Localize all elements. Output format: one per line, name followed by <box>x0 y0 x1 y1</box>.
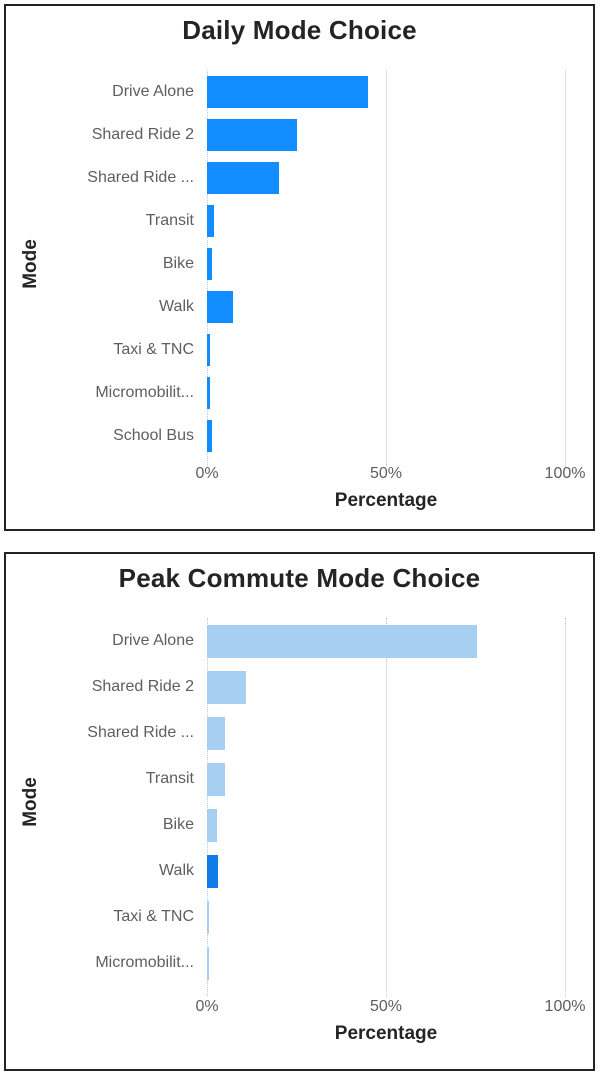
category-label: Shared Ride ... <box>87 168 194 186</box>
bar-transit[interactable] <box>207 762 225 796</box>
x-axis-ticks: 0% 50% 100% <box>195 998 593 1020</box>
category-label: Drive Alone <box>112 632 194 649</box>
chart-card-daily-mode-choice: Daily Mode Choice Mode Drive Alone Shared… <box>4 4 595 531</box>
chart-title: Daily Mode Choice <box>182 15 417 45</box>
chart-card-peak-commute-mode-choice: Peak Commute Mode Choice Mode Drive Alon… <box>4 552 595 1071</box>
bar-track <box>207 854 593 888</box>
bar-rows: Drive Alone Shared Ride 2 Shared Ride ... T… <box>6 70 593 457</box>
bar-row: Shared Ride ... <box>6 156 593 199</box>
bar-track <box>207 118 593 151</box>
chart-plot-area: Mode Drive Alone Shared Ride 2 Shared Ride… <box>6 618 593 1045</box>
bar-micromobilit[interactable] <box>207 376 210 409</box>
bar-row: Micromobilit... <box>6 371 593 414</box>
bar-track <box>207 75 593 108</box>
category-label: Shared Ride 2 <box>91 678 194 695</box>
bar-track <box>207 762 593 796</box>
bar-row: Drive Alone <box>6 70 593 113</box>
bar-track <box>207 946 593 980</box>
bar-track <box>207 808 593 842</box>
bar-shared-ride[interactable] <box>207 716 225 750</box>
bar-taxi-tnc[interactable] <box>207 333 211 366</box>
category-label: Micromobilit... <box>95 954 194 971</box>
bar-row: Shared Ride 2 <box>6 113 593 156</box>
category-label: School Bus <box>113 426 194 444</box>
x-axis-ticks: 0% 50% 100% <box>195 465 593 487</box>
bar-track <box>207 900 593 934</box>
x-tick-label: 50% <box>369 998 403 1015</box>
bar-row: Walk <box>6 848 593 894</box>
x-tick-label: 0% <box>195 465 219 482</box>
category-label: Drive Alone <box>112 82 194 100</box>
bar-row: Transit <box>6 756 593 802</box>
bar-rows: Drive Alone Shared Ride 2 Shared Ride ... T… <box>6 618 593 986</box>
bar-shared-ride[interactable] <box>207 161 279 194</box>
bar-row: Drive Alone <box>6 618 593 664</box>
category-label: Micromobilit... <box>95 383 194 401</box>
bar-row: Micromobilit... <box>6 940 593 986</box>
bar-bike[interactable] <box>207 808 218 842</box>
bar-walk[interactable] <box>207 290 233 323</box>
bar-drive-alone[interactable] <box>207 75 369 108</box>
bar-row: Taxi & TNC <box>6 328 593 371</box>
bar-row: Bike <box>6 802 593 848</box>
bar-track <box>207 204 593 237</box>
bar-track <box>207 670 593 704</box>
bar-track <box>207 161 593 194</box>
category-label: Shared Ride ... <box>87 724 194 741</box>
bar-track <box>207 716 593 750</box>
bar-row: Bike <box>6 242 593 285</box>
bar-track <box>207 290 593 323</box>
category-label: Walk <box>159 862 194 879</box>
bar-row: Walk <box>6 285 593 328</box>
chart-title: Peak Commute Mode Choice <box>118 563 481 593</box>
bar-track <box>207 624 593 658</box>
x-tick-label: 50% <box>369 465 403 482</box>
category-label: Shared Ride 2 <box>91 125 194 143</box>
category-label: Bike <box>162 816 194 833</box>
x-tick-label: 100% <box>544 998 586 1015</box>
bar-row: Shared Ride 2 <box>6 664 593 710</box>
bar-bike[interactable] <box>207 247 212 280</box>
bar-shared-ride-2[interactable] <box>207 118 297 151</box>
bar-row: Shared Ride ... <box>6 710 593 756</box>
chart-plot-area: Mode Drive Alone Shared Ride 2 Shared Ride… <box>6 70 593 512</box>
bar-taxi-tnc[interactable] <box>207 900 209 934</box>
bar-track <box>207 376 593 409</box>
bar-drive-alone[interactable] <box>207 624 478 658</box>
category-label: Taxi & TNC <box>113 340 194 358</box>
bar-row: Taxi & TNC <box>6 894 593 940</box>
bar-shared-ride-2[interactable] <box>207 670 247 704</box>
bar-walk[interactable] <box>207 854 219 888</box>
category-label: Taxi & TNC <box>113 908 194 925</box>
category-label: Bike <box>162 254 194 272</box>
bar-school-bus[interactable] <box>207 419 212 452</box>
bar-micromobilit[interactable] <box>207 946 209 980</box>
bar-track <box>207 247 593 280</box>
bar-track <box>207 333 593 366</box>
category-label: Transit <box>145 770 194 787</box>
x-tick-label: 100% <box>544 465 586 482</box>
bar-transit[interactable] <box>207 204 215 237</box>
bar-row: School Bus <box>6 414 593 457</box>
x-axis-title: Percentage <box>334 490 438 511</box>
x-tick-label: 0% <box>195 998 219 1015</box>
bar-row: Transit <box>6 199 593 242</box>
x-axis-title: Percentage <box>334 1023 438 1044</box>
bar-track <box>207 419 593 452</box>
category-label: Walk <box>159 297 194 315</box>
category-label: Transit <box>145 211 194 229</box>
